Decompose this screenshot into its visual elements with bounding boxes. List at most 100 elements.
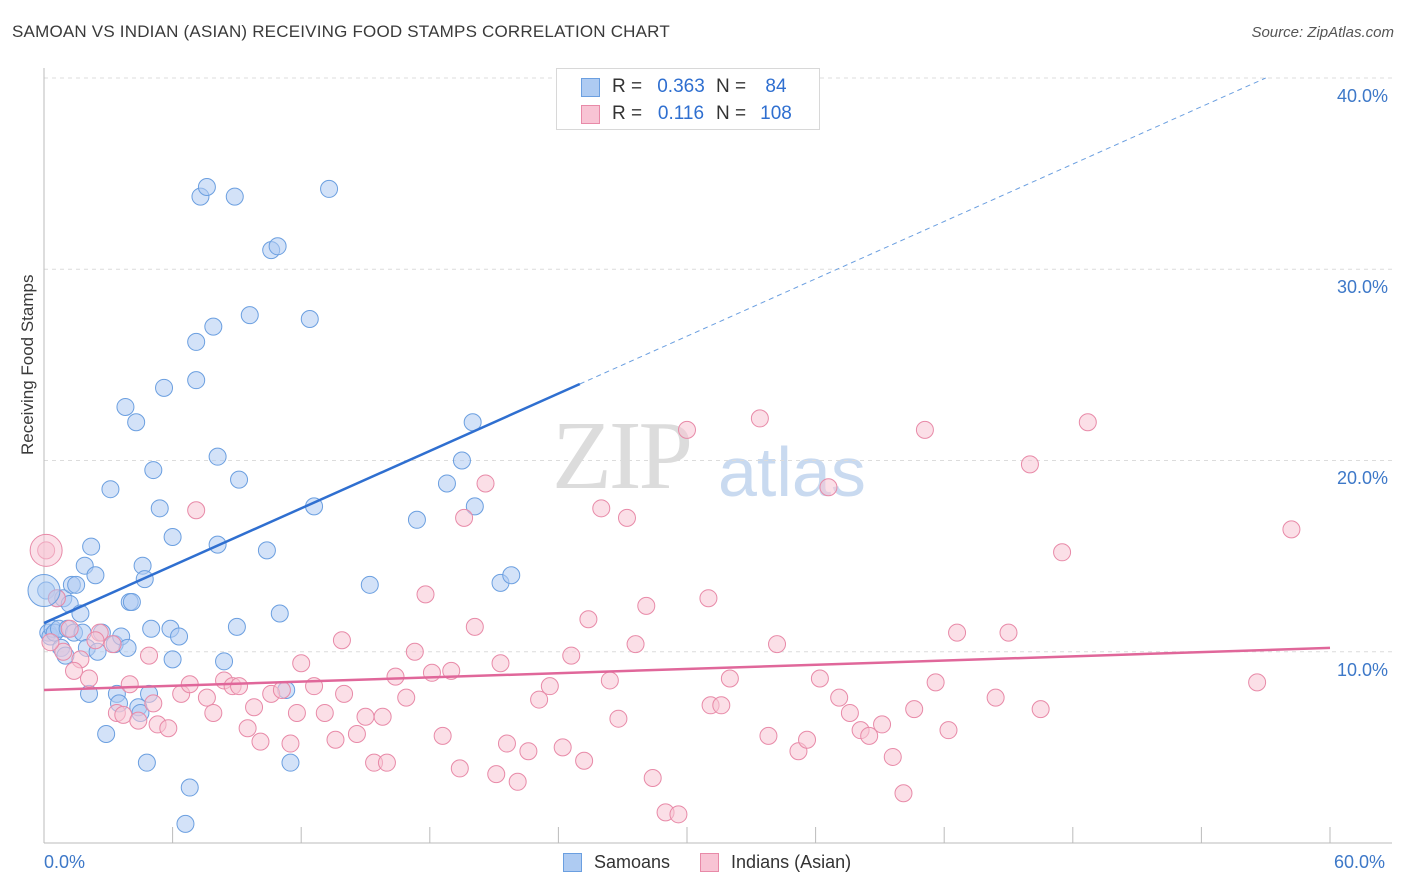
indian-point: [129, 711, 148, 730]
indian-point: [720, 669, 739, 688]
indian-point: [80, 669, 99, 688]
legend-n-value: 84: [765, 76, 787, 97]
indian-point: [637, 596, 656, 615]
samoan-point: [122, 593, 141, 612]
indian-point: [86, 631, 105, 650]
x-tick-min: 0.0%: [44, 852, 86, 872]
samoan-point: [215, 652, 234, 671]
indian-point-large: [29, 533, 63, 567]
indian-point: [609, 709, 628, 728]
indian-point: [373, 707, 392, 726]
legend-r-label: R =: [612, 103, 643, 124]
indian-point: [626, 635, 645, 654]
samoan-point: [150, 499, 169, 518]
indian-point: [699, 589, 718, 608]
indian-trend-line: [43, 646, 1331, 692]
indian-point: [326, 730, 345, 749]
indian-point: [272, 681, 291, 699]
samoan-point: [197, 178, 216, 197]
samoan-point: [67, 575, 86, 594]
indian-point: [347, 724, 366, 743]
indian-point: [926, 673, 945, 692]
indian-point: [1248, 673, 1267, 692]
indian-point: [948, 623, 967, 642]
legend-label-samoans: Samoans: [594, 852, 671, 872]
indian-point: [669, 805, 688, 824]
samoan-point: [208, 447, 227, 466]
indian-point: [1031, 700, 1050, 719]
indian-point: [416, 585, 435, 604]
indian-point: [487, 765, 506, 784]
samoan-point: [155, 378, 174, 397]
indian-point: [405, 642, 424, 661]
indian-point: [356, 707, 375, 726]
indian-point: [986, 688, 1005, 707]
legend-n-label: N =: [716, 76, 747, 97]
watermark-zip: ZIP: [552, 402, 693, 510]
legend-r-label: R =: [612, 76, 643, 97]
indian-point: [292, 654, 311, 673]
indian-point: [553, 738, 572, 757]
legend-swatch-indians: [581, 104, 600, 124]
indian-point: [883, 747, 902, 766]
samoan-point: [230, 470, 249, 489]
indian-point: [140, 646, 159, 665]
indian-point: [1078, 413, 1097, 432]
indian-point: [397, 688, 416, 707]
y-tick-10: 10.0%: [1337, 660, 1389, 680]
indian-point: [530, 690, 549, 709]
indian-point: [281, 734, 300, 753]
legend-item-indians[interactable]: Indians (Asian): [700, 852, 851, 873]
legend-swatch-samoans: [581, 77, 600, 97]
samoan-point: [227, 617, 246, 636]
indian-point: [575, 751, 594, 770]
indian-point: [873, 715, 892, 734]
indian-point: [287, 703, 306, 722]
indian-point: [905, 700, 924, 719]
y-axis-title: Receiving Food Stamps: [18, 274, 37, 455]
indian-point: [999, 623, 1018, 642]
legend-item-samoans[interactable]: Samoans: [563, 852, 670, 873]
indian-point: [491, 654, 510, 673]
indian-point: [579, 610, 598, 629]
indian-point: [860, 726, 879, 745]
indian-point: [204, 703, 223, 722]
indian-point: [1053, 543, 1072, 562]
indian-point: [230, 677, 249, 696]
legend-n-value: 108: [760, 103, 792, 124]
samoan-point: [142, 619, 161, 638]
indian-point: [450, 759, 469, 778]
indian-point: [894, 784, 913, 803]
samoan-point: [300, 309, 319, 328]
legend-swatch-indians: [700, 853, 720, 872]
indian-point: [519, 742, 538, 761]
indian-point: [465, 617, 484, 636]
indian-point: [159, 719, 178, 738]
legend-n-label: N =: [716, 103, 747, 124]
legend-row-indians: R = 0.116 N = 108: [581, 101, 796, 127]
indian-point: [60, 619, 79, 638]
indian-point: [497, 734, 516, 753]
indian-point: [386, 667, 405, 686]
indian-point: [197, 688, 216, 707]
samoan-point: [465, 497, 484, 516]
indian-point: [939, 721, 958, 740]
samoan-point: [257, 541, 276, 560]
indian-point: [65, 661, 84, 680]
samoan-point: [127, 413, 146, 432]
indian-point: [476, 474, 495, 493]
indian-point: [41, 633, 60, 652]
samoan-point: [97, 724, 116, 743]
indian-point: [617, 508, 636, 527]
indian-point: [915, 420, 934, 439]
samoan-point: [360, 575, 379, 594]
y-tick-40: 40.0%: [1337, 86, 1389, 106]
indian-point: [600, 671, 619, 690]
samoan-point-large: [27, 574, 61, 608]
stats-legend: R = 0.363 N = 84 R = 0.116 N = 108: [556, 68, 820, 130]
indian-point: [251, 732, 270, 751]
legend-label-indians: Indians (Asian): [731, 852, 852, 872]
samoan-point: [452, 451, 471, 470]
indian-point: [433, 726, 452, 745]
